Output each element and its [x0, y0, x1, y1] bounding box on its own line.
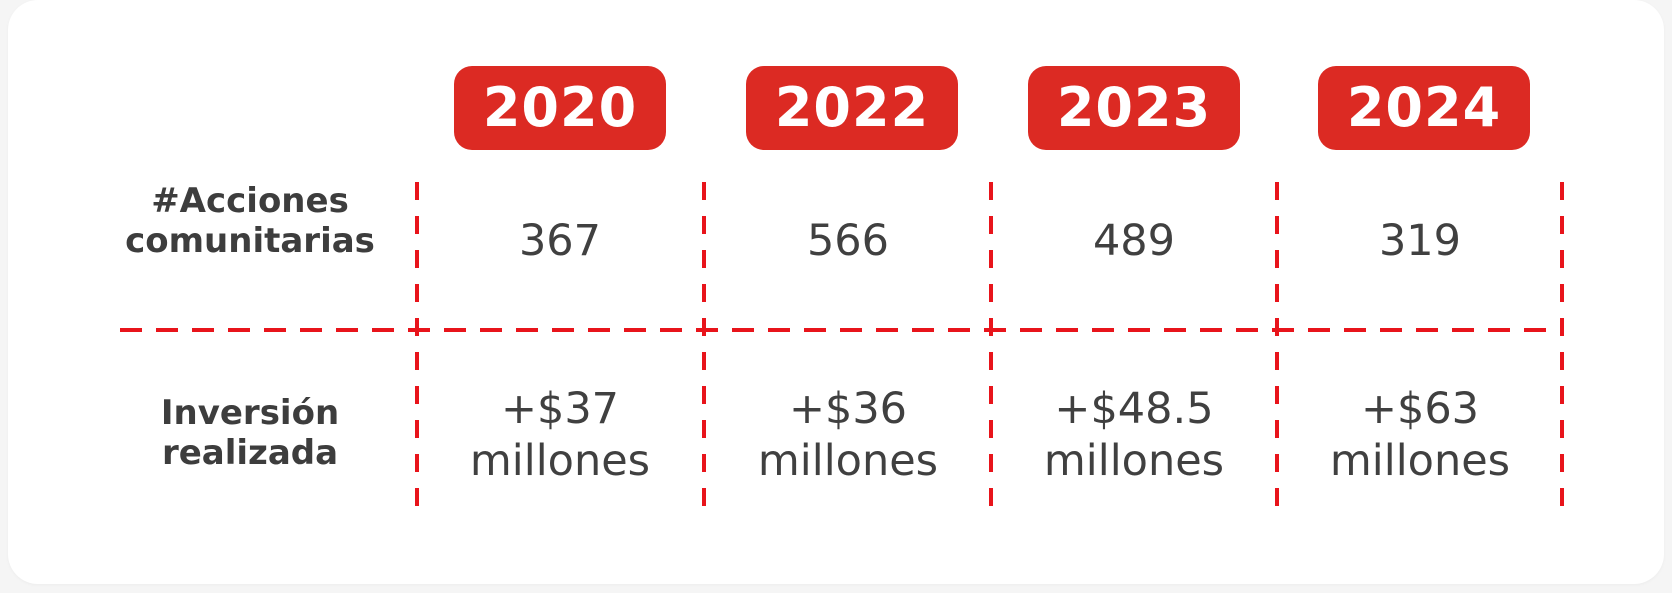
row-label-inversion: Inversión realizada	[85, 393, 415, 473]
row-label-line: comunitarias	[125, 221, 375, 261]
cell-unit: millones	[469, 436, 651, 486]
row-label-line: Inversión	[160, 393, 340, 433]
cell-value: +$63	[1360, 384, 1480, 434]
cell-value: 566	[806, 216, 890, 266]
row-label-line: realizada	[161, 433, 339, 473]
year-badge: 2023	[1028, 66, 1240, 150]
row-label-line: #Acciones	[151, 181, 349, 221]
cell-value: +$36	[788, 384, 908, 434]
cell-value: 319	[1378, 216, 1462, 266]
cell-unit: millones	[757, 436, 939, 486]
table-cell: 566	[713, 215, 983, 267]
cell-unit: millones	[1043, 436, 1225, 486]
table-cell: 367	[425, 215, 695, 267]
cell-value: +$37	[500, 384, 620, 434]
cell-unit: millones	[1329, 436, 1511, 486]
table-cell: 319	[1285, 215, 1555, 267]
cell-value: 367	[518, 216, 602, 266]
table-cell: +$63 millones	[1285, 383, 1555, 487]
table-cell: +$36 millones	[713, 383, 983, 487]
year-badge: 2022	[746, 66, 958, 150]
cell-value: 489	[1092, 216, 1176, 266]
row-label-acciones: #Acciones comunitarias	[85, 181, 415, 261]
cell-value: +$48.5	[1054, 384, 1214, 434]
table-cell: +$48.5 millones	[999, 383, 1269, 487]
table-cell: +$37 millones	[425, 383, 695, 487]
year-badge: 2020	[454, 66, 666, 150]
year-badge: 2024	[1318, 66, 1530, 150]
table-cell: 489	[999, 215, 1269, 267]
